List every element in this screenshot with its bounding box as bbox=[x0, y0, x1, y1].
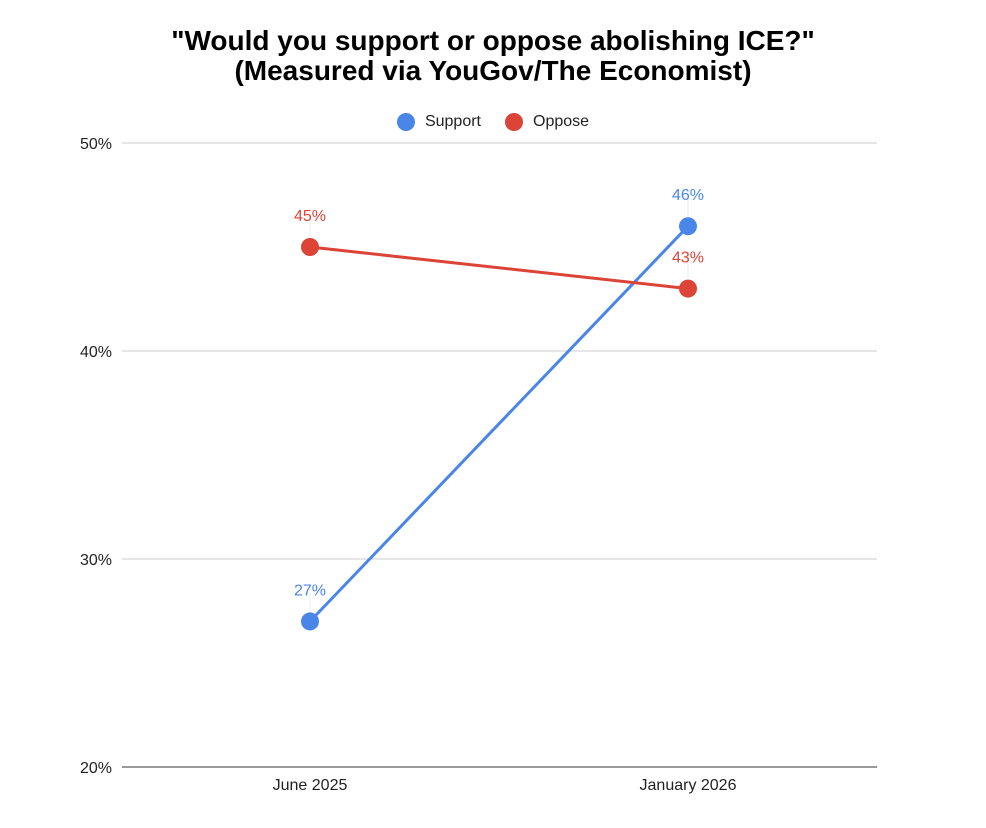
legend-item-support: Support bbox=[396, 113, 481, 131]
data-point-support bbox=[301, 612, 319, 631]
series-line-support bbox=[308, 225, 690, 623]
y-tick-label: 40% bbox=[80, 344, 112, 361]
data-label-oppose: 43% bbox=[672, 250, 704, 267]
y-tick-label: 30% bbox=[80, 552, 112, 569]
chart-legend: Support Oppose bbox=[0, 113, 986, 131]
legend-marker-support bbox=[396, 113, 415, 131]
legend-marker-oppose bbox=[505, 113, 523, 131]
chart-title-line-2: (Measured via YouGov/The Economist) bbox=[234, 55, 752, 86]
chart-title: "Would you support or oppose abolishing … bbox=[0, 26, 986, 86]
legend-label-support: Support bbox=[424, 113, 481, 130]
x-tick-label: June 2025 bbox=[273, 777, 348, 794]
data-point-support bbox=[679, 217, 697, 236]
data-label-support: 27% bbox=[294, 582, 326, 599]
x-tick-label: January 2026 bbox=[640, 777, 737, 794]
data-label-support: 46% bbox=[672, 187, 704, 204]
legend-label-oppose: Oppose bbox=[533, 113, 590, 130]
chart-title-line-1: "Would you support or oppose abolishing … bbox=[171, 25, 815, 56]
y-tick-label: 20% bbox=[80, 760, 112, 777]
y-tick-label: 50% bbox=[80, 136, 112, 153]
data-label-oppose: 45% bbox=[294, 208, 326, 225]
series-line-oppose bbox=[309, 245, 689, 291]
data-point-oppose bbox=[301, 238, 319, 256]
legend-item-oppose: Oppose bbox=[505, 113, 589, 131]
data-point-oppose bbox=[679, 279, 697, 298]
